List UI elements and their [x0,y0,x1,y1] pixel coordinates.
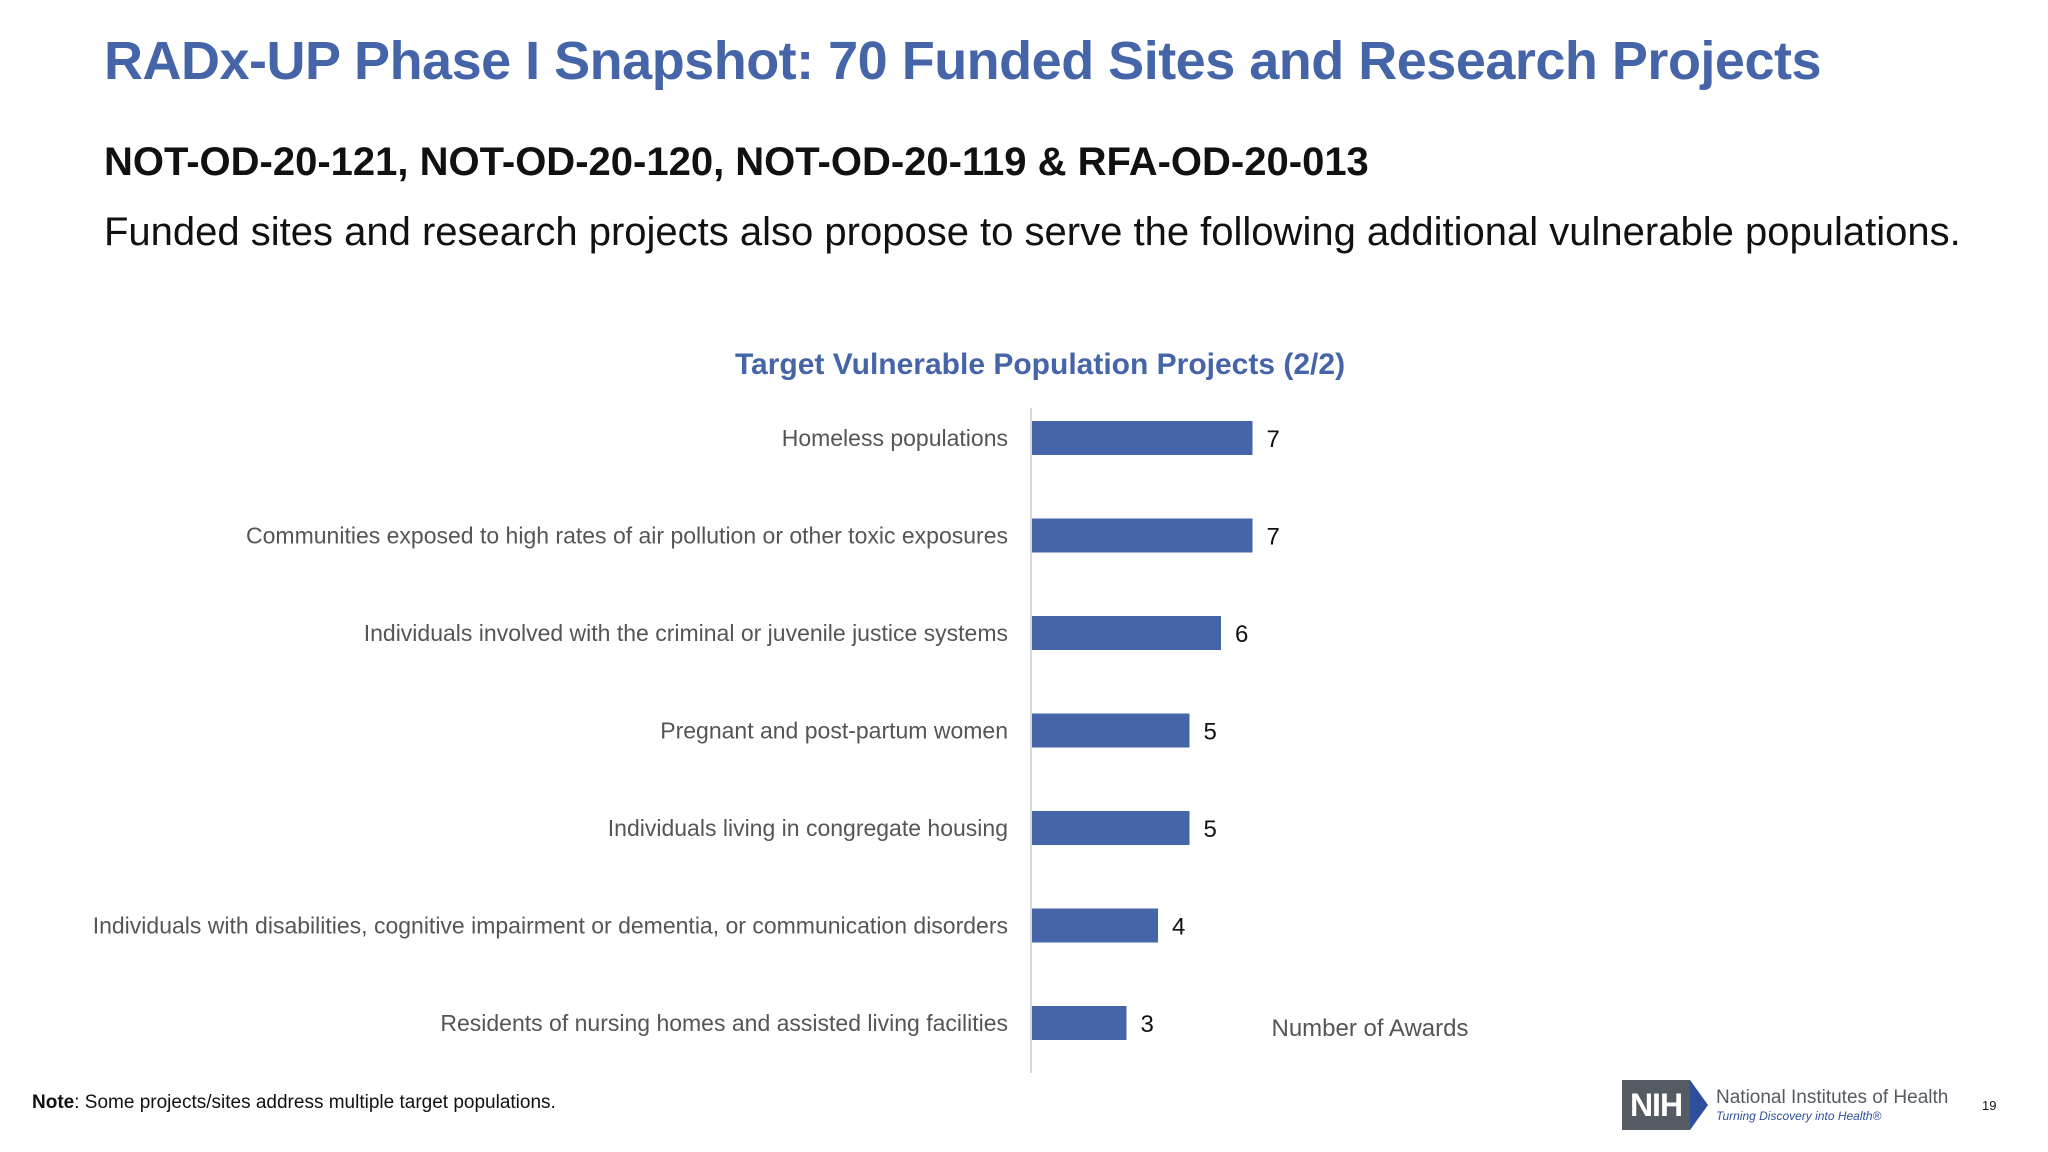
value-label: 5 [1204,719,1217,746]
bar [1032,1006,1127,1040]
value-label: 7 [1267,524,1280,551]
nih-mark-text: NIH [1622,1080,1690,1130]
nih-tagline: Turning Discovery into Health® [1716,1109,1882,1123]
bar-chart: Target Vulnerable Population Projects (2… [93,348,1469,1073]
category-label: Residents of nursing homes and assisted … [440,1010,1008,1036]
value-label: 4 [1172,914,1185,941]
bar [1032,908,1158,943]
category-label: Individuals involved with the criminal o… [364,620,1008,646]
nih-logo-mark: NIH [1622,1080,1716,1130]
category-label: Communities exposed to high rates of air… [246,523,1008,549]
category-label: Homeless populations [782,425,1008,451]
footnote-label: Note [32,1092,75,1113]
bar [1032,811,1190,845]
x-axis-label: Number of Awards [1272,1015,1469,1042]
value-label: 5 [1204,816,1217,843]
page-number: 19 [1982,1098,1997,1113]
slide-description: Funded sites and research projects also … [104,210,1961,254]
value-label: 6 [1235,621,1248,648]
bars-group: Homeless populations 7 Communities exposed… [93,408,1280,1073]
footnote-text: : Some projects/sites address multiple t… [74,1092,556,1113]
value-label: 3 [1141,1011,1154,1038]
footnote: Note: Some projects/sites address multip… [32,1092,556,1114]
bar [1032,518,1253,553]
category-label: Individuals living in congregate housing [608,815,1008,841]
bar [1032,616,1221,650]
chevron-right-icon [1690,1080,1708,1130]
nih-logo-text: National Institutes of Health Turning Di… [1716,1087,1948,1123]
funding-notice-subtitle: NOT-OD-20-121, NOT-OD-20-120, NOT-OD-20-… [104,140,1369,184]
category-label: Pregnant and post-partum women [660,718,1008,744]
nih-logo: NIH National Institutes of Health Turnin… [1622,1080,1948,1130]
bar [1032,713,1190,748]
chart-title: Target Vulnerable Population Projects (2… [735,348,1345,381]
value-label: 7 [1267,426,1280,453]
slide-title: RADx-UP Phase I Snapshot: 70 Funded Site… [104,31,1822,91]
bar [1032,421,1253,455]
nih-name: National Institutes of Health [1716,1087,1949,1108]
category-label: Individuals with disabilities, cognitive… [93,913,1008,939]
